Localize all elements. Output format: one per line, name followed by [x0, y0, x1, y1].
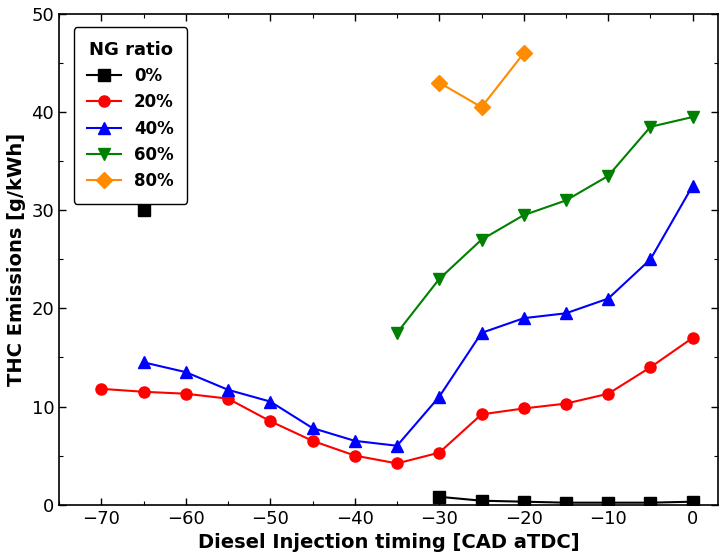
X-axis label: Diesel Injection timing [CAD aTDC]: Diesel Injection timing [CAD aTDC]: [198, 533, 579, 552]
Legend: 0%, 20%, 40%, 60%, 80%: 0%, 20%, 40%, 60%, 80%: [74, 27, 187, 203]
Y-axis label: THC Emissions [g/kWh]: THC Emissions [g/kWh]: [7, 132, 26, 386]
